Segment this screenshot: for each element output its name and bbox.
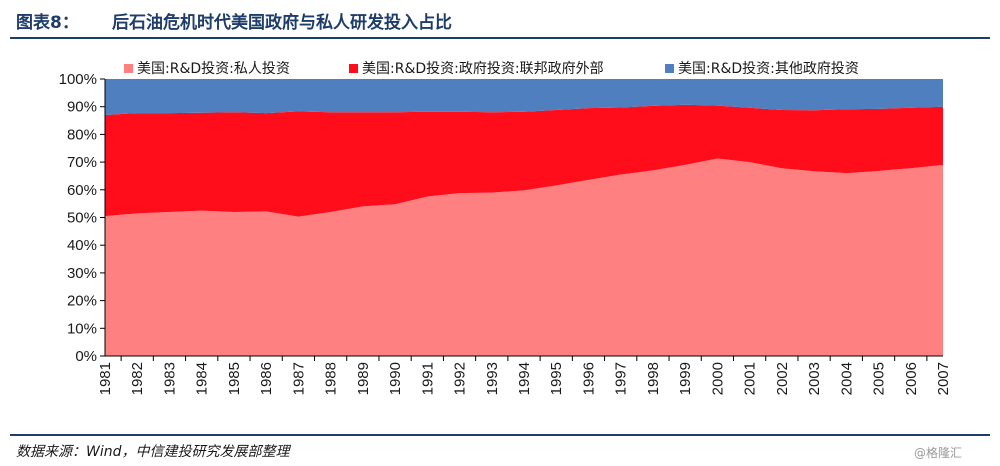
x-tick-label: 1994: [516, 362, 533, 395]
x-tick-label: 2005: [871, 362, 888, 395]
x-tick-label: 1993: [484, 362, 501, 395]
x-tick-label: 1985: [226, 362, 243, 395]
watermark: @格隆汇: [914, 446, 963, 460]
x-tick-label: 2006: [903, 362, 920, 395]
x-tick-label: 1982: [129, 362, 146, 395]
stacked-area-chart: 美国:R&D投资:私人投资 美国:R&D投资:政府投资:联邦政府外部 美国:R&D投…: [59, 61, 952, 395]
legend-swatch-3: [665, 64, 674, 73]
legend-label-2: 美国:R&D投资:政府投资:联邦政府外部: [362, 61, 604, 77]
x-tick-label: 1987: [290, 362, 307, 395]
x-tick-label: 2002: [774, 362, 791, 395]
footer-divider: [10, 434, 990, 436]
legend-swatch-1: [124, 64, 133, 73]
legend-label-1: 美国:R&D投资:私人投资: [137, 61, 290, 77]
x-tick-label: 1989: [355, 362, 372, 395]
x-tick-label: 1990: [387, 362, 404, 395]
x-tick-label: 1999: [677, 362, 694, 395]
x-tick-label: 1984: [194, 362, 211, 395]
y-tick-label: 70%: [67, 154, 97, 171]
x-tick-label: 2007: [935, 362, 952, 395]
chart-legend: 美国:R&D投资:私人投资 美国:R&D投资:政府投资:联邦政府外部 美国:R&D投…: [124, 61, 859, 77]
area-series-3: [105, 79, 943, 116]
y-tick-label: 80%: [67, 126, 97, 143]
source-note: 数据来源：Wind，中信建投研究发展部整理: [16, 444, 290, 460]
area-series-1: [105, 158, 943, 356]
area-series-2: [105, 104, 943, 217]
y-tick-label: 60%: [67, 182, 97, 199]
y-tick-label: 0%: [75, 348, 97, 365]
chart-areas: [105, 79, 943, 356]
header-divider: [10, 37, 990, 39]
legend-swatch-2: [349, 64, 358, 73]
figure-label: 图表8：: [16, 13, 79, 33]
x-tick-label: 1981: [97, 362, 114, 395]
x-tick-label: 2001: [742, 362, 759, 395]
x-tick-label: 2000: [709, 362, 726, 395]
y-tick-label: 30%: [67, 265, 97, 282]
x-tick-label: 1996: [580, 362, 597, 395]
x-tick-label: 2003: [806, 362, 823, 395]
y-tick-label: 50%: [67, 210, 97, 227]
x-tick-label: 1998: [645, 362, 662, 395]
chart-title: 后石油危机时代美国政府与私人研发投入占比: [112, 13, 452, 33]
y-tick-label: 90%: [67, 99, 97, 116]
x-tick-label: 1997: [613, 362, 630, 395]
chart-axes: 0% 10% 20% 30% 40% 50% 60% 70% 80% 90% 100% 1981 198…: [59, 71, 952, 395]
x-tick-label: 1995: [548, 362, 565, 395]
x-tick-label: 1986: [258, 362, 275, 395]
x-tick-label: 1992: [452, 362, 469, 395]
y-tick-label: 20%: [67, 293, 97, 310]
x-tick-label: 1988: [323, 362, 340, 395]
x-tick-label: 1983: [161, 362, 178, 395]
y-tick-label: 10%: [67, 320, 97, 337]
legend-label-3: 美国:R&D投资:其他政府投资: [678, 61, 859, 77]
y-tick-label: 100%: [59, 71, 97, 88]
x-tick-label: 1991: [419, 362, 436, 395]
y-tick-label: 40%: [67, 237, 97, 254]
chart-header: 图表8： 后石油危机时代美国政府与私人研发投入占比: [0, 0, 1000, 36]
x-tick-label: 2004: [838, 362, 855, 395]
